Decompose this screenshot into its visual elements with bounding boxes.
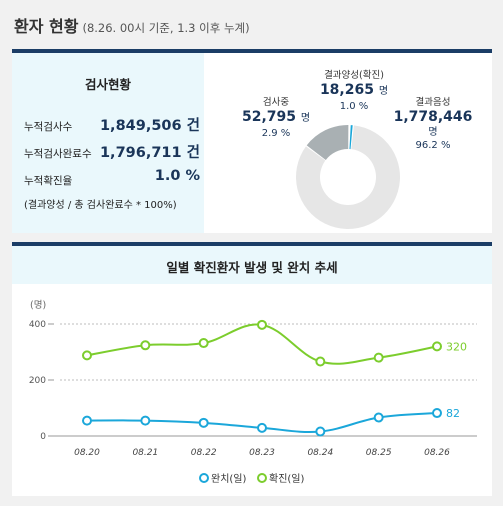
donut-label-percent: 1.0 % [339, 101, 369, 112]
stat-value: 1,796,711 건 [99, 145, 200, 161]
donut-slice-0 [306, 125, 349, 160]
x-tick-label: 08.25 [366, 448, 392, 458]
stat-value: 1.0 % [154, 168, 200, 184]
page-subtitle: (8.26. 00시 기준, 1.3 이후 누계) [82, 21, 250, 35]
stat-row-positive-rate: 누적확진율 1.0 % [24, 168, 200, 188]
legend-marker [199, 473, 209, 483]
data-point [373, 412, 384, 423]
donut-slice-2 [296, 125, 400, 229]
x-tick-label: 08.21 [132, 448, 158, 458]
donut-label-percent: 2.9 % [261, 128, 291, 139]
series-end-label: 82 [446, 407, 460, 420]
legend-label: 완치(일) [211, 473, 247, 485]
data-point [82, 350, 92, 361]
data-point [432, 408, 442, 419]
test-status-box: 검사현황 누적검사수 1,849,506 건 누적검사완료수 1,796,711… [12, 53, 204, 233]
series-end-label: 320 [446, 340, 467, 353]
donut-label-negative: 결과음성 1,778,446 명 96.2 % [390, 97, 476, 152]
x-tick-label: 08.23 [249, 448, 275, 458]
data-point [198, 338, 209, 349]
series-line-1 [86, 323, 438, 365]
donut-value-number: 18,265 [319, 82, 374, 98]
donut-label-name: 결과음성 [415, 97, 451, 108]
donut-value-unit: 명 [428, 127, 438, 138]
daily-trend-line-chart: (명) 0 200 400 08.20 08.21 08.22 08.23 08.24 08.25… [29, 300, 477, 485]
x-tick-label: 08.20 [74, 448, 100, 458]
stat-value: 1,849,506 건 [99, 118, 200, 134]
data-point [257, 319, 267, 330]
daily-trend-panel: 일별 확진환자 발생 및 완치 추세 (명) 0 200 400 08.20 08.21 0… [12, 242, 492, 496]
donut-value-number: 52,795 [242, 109, 297, 125]
donut-label-testing: 검사중 52,795 명 2.9 % [242, 97, 310, 140]
test-donut-chart [296, 125, 400, 229]
donut-value-unit: 명 [300, 113, 311, 124]
x-tick-label: 08.24 [307, 448, 333, 458]
test-status-panel: 검사현황 누적검사수 1,849,506 건 누적검사완료수 1,796,711… [12, 49, 492, 233]
donut-label-name: 결과양성(확진) [324, 70, 384, 81]
donut-slice-1 [349, 125, 353, 150]
data-point [140, 415, 151, 426]
y-axis-unit-label: (명) [30, 300, 46, 311]
page-title: 환자 현황 [14, 17, 79, 36]
donut-label-value: 18,265 명 [312, 82, 396, 100]
stat-row-total-tests: 누적검사수 1,849,506 건 [24, 114, 200, 134]
y-tick-label: 400 [29, 320, 46, 330]
legend-label: 확진(일) [269, 473, 305, 485]
legend-marker [257, 473, 267, 483]
stat-label: 누적검사완료수 [24, 148, 92, 160]
test-status-title: 검사현황 [84, 77, 131, 92]
x-tick-label: 08.22 [191, 448, 217, 458]
y-tick-label: 200 [29, 376, 46, 386]
positive-rate-note: (결과양성 / 총 검사완료수 * 100%) [24, 200, 177, 211]
x-tick-label: 08.26 [424, 448, 450, 458]
stat-label: 누적검사수 [24, 121, 73, 133]
donut-label-name: 검사중 [262, 97, 290, 108]
donut-label-positive: 결과양성(확진) 18,265 명 1.0 % [312, 70, 396, 113]
data-point [82, 415, 92, 426]
data-point [373, 352, 384, 363]
chart-title-bar: 일별 확진환자 발생 및 완치 추세 [12, 246, 492, 284]
donut-value-unit: 명 [378, 86, 389, 97]
donut-value-number: 1,778,446 [393, 109, 473, 125]
stat-row-completed-tests: 누적검사완료수 1,796,711 건 [24, 141, 200, 161]
stat-label: 누적확진율 [24, 175, 73, 187]
donut-label-value: 52,795 명 [242, 109, 310, 127]
page-header: 환자 현황 (8.26. 00시 기준, 1.3 이후 누계) [14, 13, 494, 37]
donut-label-percent: 96.2 % [415, 140, 451, 151]
chart-title: 일별 확진환자 발생 및 완치 추세 [166, 260, 338, 275]
y-tick-label: 0 [40, 432, 46, 442]
data-point [432, 341, 442, 352]
data-point [315, 356, 326, 367]
data-point [257, 422, 267, 433]
data-point [198, 417, 209, 428]
data-point [140, 340, 151, 351]
data-point [315, 426, 326, 437]
test-donut-area: 검사중 52,795 명 2.9 % 결과양성(확진) 18,265 명 1.0… [204, 53, 492, 233]
